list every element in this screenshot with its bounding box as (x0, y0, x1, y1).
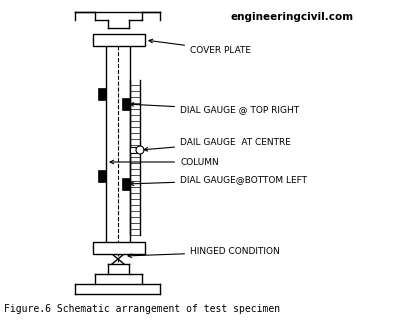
Text: DAIL GAUGE  AT CENTRE: DAIL GAUGE AT CENTRE (144, 138, 291, 151)
Bar (130, 147, 136, 153)
Bar (93, 34, 145, 46)
Bar (98, 170, 106, 182)
Bar (122, 98, 130, 110)
Text: engineeringcivil.com: engineeringcivil.com (230, 12, 353, 22)
Circle shape (136, 146, 144, 154)
Text: Figure.6 Schematic arrangement of test specimen: Figure.6 Schematic arrangement of test s… (4, 304, 280, 314)
Bar (93, 242, 145, 254)
Text: COLUMN: COLUMN (110, 157, 219, 166)
Text: COVER PLATE: COVER PLATE (149, 39, 251, 54)
Text: DIAL GAUGE @ TOP RIGHT: DIAL GAUGE @ TOP RIGHT (130, 103, 299, 115)
Text: DIAL GAUGE@BOTTOM LEFT: DIAL GAUGE@BOTTOM LEFT (130, 175, 307, 186)
Bar (98, 88, 106, 100)
Bar (122, 178, 130, 190)
Text: HINGED CONDITION: HINGED CONDITION (128, 247, 280, 258)
